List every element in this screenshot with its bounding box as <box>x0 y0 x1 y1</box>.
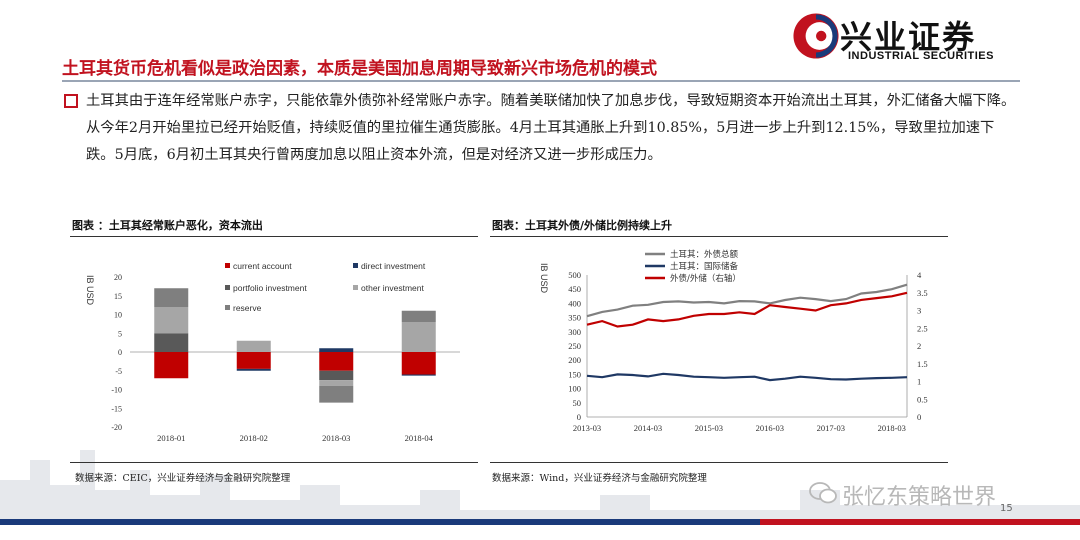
x-tick-label: 2016-03 <box>756 423 784 433</box>
bar-segment <box>401 352 436 375</box>
y2-tick-label: 1.5 <box>917 359 928 369</box>
legend-swatch <box>225 263 230 268</box>
left-chart-source: 数据来源：CEIC，兴业证券经济与金融研究院整理 <box>75 473 291 484</box>
bar-segment <box>319 348 354 352</box>
legend-label: 土耳其：国际储备 <box>670 261 739 272</box>
x-tick-label: 2014-03 <box>634 423 662 433</box>
logo-text-en: INDUSTRIAL SECURITIES <box>848 50 994 62</box>
right-chart-top-rule <box>490 236 948 237</box>
footer-bar-blue <box>0 519 1080 525</box>
legend-label: portfolio investment <box>233 283 307 293</box>
bar-segment <box>401 374 436 376</box>
legend-label: direct investment <box>361 261 426 271</box>
right-chart-title: 图表：土耳其外债/外储比例持续上升 <box>492 219 673 232</box>
page-title: 土耳其货币危机看似是政治因素，本质是美国加息周期导致新兴市场危机的模式 <box>62 59 657 79</box>
legend-label: other investment <box>361 283 424 293</box>
y-tick-label: 5 <box>118 329 122 338</box>
y-tick-label: 350 <box>568 313 581 323</box>
y2-tick-label: 1 <box>917 377 921 387</box>
body-paragraph: 土耳其由于连年经常账户赤字，只能依靠外债弥补经常账户赤字。随着美联储加快了加息步… <box>86 93 1016 163</box>
y2-tick-label: 2 <box>917 341 921 351</box>
bar-segment <box>319 352 354 371</box>
bar-segment <box>236 352 271 369</box>
title-divider <box>62 80 1020 82</box>
external-debt-line-chart: IB USD 50045040035030025020015010050043.5… <box>539 249 928 433</box>
y2-tick-label: 0 <box>917 412 921 422</box>
y-tick-label: 150 <box>568 369 581 379</box>
x-tick-label: 2017-03 <box>817 423 845 433</box>
bullet-square-icon <box>64 94 78 108</box>
series-line <box>586 283 908 318</box>
bar-segment <box>319 370 354 381</box>
left-chart-top-rule <box>70 236 478 237</box>
y-tick-label: 10 <box>114 311 122 320</box>
y-axis-label: IB USD <box>85 275 95 306</box>
bar-segment <box>236 340 271 352</box>
legend-label: reserve <box>233 303 262 313</box>
y-tick-label: 0 <box>577 412 581 422</box>
y2-tick-label: 0.5 <box>917 394 928 404</box>
x-tick-label: 2013-03 <box>573 423 601 433</box>
right-chart-bottom-rule <box>490 462 948 463</box>
wechat-icon <box>809 482 837 504</box>
bar-segment <box>154 288 189 307</box>
x-tick-label: 2015-03 <box>695 423 723 433</box>
y-axis-label: IB USD <box>539 263 549 294</box>
y-tick-label: 100 <box>568 384 581 394</box>
footer-bar-red <box>760 519 1080 525</box>
y2-tick-label: 2.5 <box>917 323 928 333</box>
y2-tick-label: 3 <box>917 306 921 316</box>
y-tick-label: 20 <box>114 273 122 282</box>
bar-segment <box>319 380 354 386</box>
company-logo-icon <box>793 13 839 59</box>
bar-segment <box>154 352 189 379</box>
legend-label: 土耳其：外债总额 <box>670 249 739 260</box>
left-chart-bottom-rule <box>70 462 478 463</box>
watermark-text: 张忆东策略世界 <box>842 485 997 510</box>
y-tick-label: 15 <box>114 292 122 301</box>
current-account-bar-chart: IB USD 20 15 10 5 0 -5 -10 -15 -20 2018-01 2018-02 2… <box>85 261 460 443</box>
y-tick-label: 50 <box>573 398 582 408</box>
bar-segment <box>154 333 189 352</box>
y-tick-label: 450 <box>568 284 581 294</box>
y2-tick-label: 3.5 <box>917 288 928 298</box>
x-tick-label: 2018-01 <box>157 433 185 443</box>
y-tick-label: 300 <box>568 327 581 337</box>
legend-swatch <box>353 263 358 268</box>
legend-swatch <box>353 285 358 290</box>
bar-segment <box>154 307 189 334</box>
y-tick-label: -15 <box>111 404 122 413</box>
bar-segment <box>401 322 436 352</box>
y-tick-label: 0 <box>118 348 122 357</box>
x-tick-label: 2018-03 <box>878 423 906 433</box>
legend-label: 外债/外储（右轴） <box>670 273 741 284</box>
y-tick-label: -10 <box>111 386 122 395</box>
y-tick-label: -20 <box>111 423 122 432</box>
y2-tick-label: 4 <box>917 270 922 280</box>
legend-swatch <box>225 285 230 290</box>
left-chart-title: 图表 ：土耳其经常账户恶化，资本流出 <box>72 219 263 232</box>
bar-segment <box>319 385 354 403</box>
x-tick-label: 2018-04 <box>405 433 434 443</box>
y-tick-label: 400 <box>568 298 581 308</box>
series-line <box>586 291 908 328</box>
y-tick-label: -5 <box>115 367 122 376</box>
x-tick-label: 2018-03 <box>322 433 350 443</box>
x-tick-label: 2018-02 <box>240 433 268 443</box>
bar-segment <box>401 310 436 322</box>
bar-segment <box>236 368 271 371</box>
y-tick-label: 200 <box>568 355 581 365</box>
page-number: 15 <box>1000 503 1013 514</box>
legend-swatch <box>225 305 230 310</box>
logo-text-cn: 兴业证券 <box>840 18 977 56</box>
legend-label: current account <box>233 261 292 271</box>
skyline-background <box>0 450 1080 520</box>
y-tick-label: 500 <box>568 270 581 280</box>
series-line <box>586 372 908 382</box>
right-chart-source: 数据来源：Wind，兴业证券经济与金融研究院整理 <box>492 473 707 484</box>
y-tick-label: 250 <box>568 341 581 351</box>
